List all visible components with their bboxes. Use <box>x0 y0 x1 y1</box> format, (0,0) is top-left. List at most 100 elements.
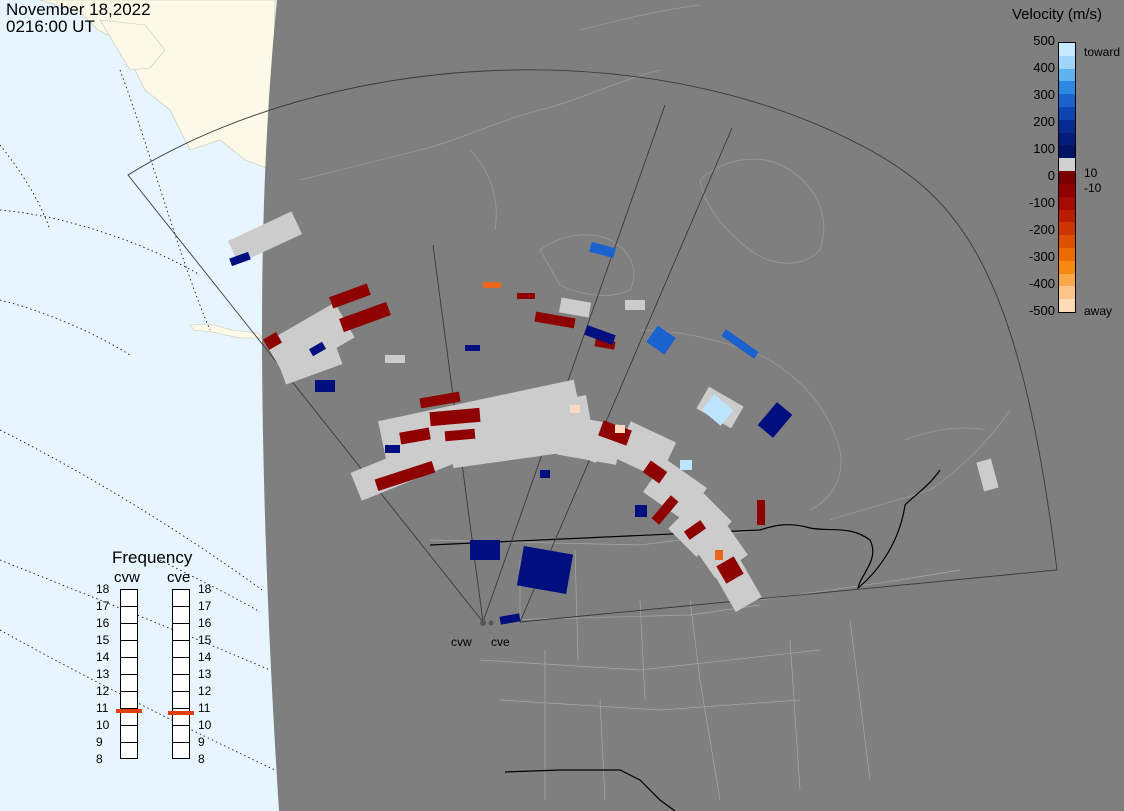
scatter-cell <box>716 556 744 584</box>
scatter-cell <box>615 425 625 433</box>
scatter-cell <box>229 251 251 267</box>
colorbar-segment <box>1059 132 1075 146</box>
scatter-cell <box>399 427 431 445</box>
frequency-label: 10 <box>198 718 212 732</box>
colorbar-segment <box>1059 81 1075 95</box>
frequency-gridline <box>121 708 137 709</box>
frequency-label: 9 <box>198 735 205 749</box>
colorbar-segment <box>1059 196 1075 210</box>
colorbar-tick-label: 400 <box>1033 60 1055 75</box>
colorbar-segment <box>1059 247 1075 262</box>
scatter-cell <box>534 311 576 329</box>
frequency-gridline <box>121 606 137 607</box>
colorbar-segment <box>1059 107 1075 121</box>
scatter-cell <box>721 329 759 359</box>
colorbar-tick-label: -400 <box>1028 276 1055 291</box>
frequency-label: 10 <box>96 718 110 732</box>
scatter-cell <box>680 460 692 470</box>
coastlines <box>299 4 1011 521</box>
scatter-cell <box>757 500 765 525</box>
frequency-gridline <box>121 725 137 726</box>
colorbar-inner-neg: -10 <box>1084 181 1102 195</box>
colorbar-segment <box>1059 171 1075 185</box>
colorbar-tick-label: 0 <box>1047 168 1055 183</box>
scatter-cell <box>757 402 793 438</box>
colorbar-tick-label: 300 <box>1033 87 1055 102</box>
frequency-gridline <box>173 725 189 726</box>
radar-label-cve: cve <box>491 635 510 649</box>
frequency-gridline <box>173 657 189 658</box>
scatter-cell <box>642 460 668 484</box>
colorbar-segment <box>1059 94 1075 108</box>
frequency-gridline <box>173 742 189 743</box>
scatter-cell <box>315 380 335 392</box>
scatter-cell <box>577 437 603 463</box>
scatter-cell <box>584 325 616 345</box>
frequency-label: 17 <box>96 599 110 613</box>
land-day-island <box>189 323 263 339</box>
frequency-gridline <box>121 623 137 624</box>
scatter-cell <box>589 241 616 259</box>
frequency-gridline <box>121 691 137 692</box>
colorbar-segment <box>1059 43 1075 57</box>
scatter-cell <box>329 283 371 309</box>
frequency-label: 18 <box>198 582 212 596</box>
frequency-gridline <box>173 691 189 692</box>
frequency-label: 8 <box>198 752 205 766</box>
colorbar-segment <box>1059 119 1075 134</box>
colorbar-tick-label: -500 <box>1028 303 1055 318</box>
colorbar-segment <box>1059 158 1075 172</box>
colorbar-away-label: away <box>1084 304 1113 318</box>
scatter-cell <box>444 428 476 442</box>
scatter-cell <box>701 394 734 426</box>
colorbar-segment <box>1059 183 1075 198</box>
scatter-cell <box>483 282 501 288</box>
scatter-cell <box>374 461 436 491</box>
frequency-gridline <box>121 640 137 641</box>
scatter-cell <box>263 332 282 350</box>
colorbar-segment <box>1059 260 1075 275</box>
scatter-cell <box>558 297 592 318</box>
velocity-scatter <box>227 211 999 625</box>
frequency-scale-cvw <box>120 589 138 759</box>
frequency-label: 12 <box>198 684 212 698</box>
scatter-cell <box>517 293 535 299</box>
scatter-cell <box>646 325 676 355</box>
frequency-label: 12 <box>96 684 110 698</box>
frequency-label: 15 <box>198 633 212 647</box>
colorbar-tick-label: 200 <box>1033 114 1055 129</box>
scatter-cell <box>976 458 999 492</box>
frequency-label: 14 <box>198 650 212 664</box>
colorbar-segment <box>1059 222 1075 236</box>
frequency-label: 11 <box>198 701 211 715</box>
frequency-label: 17 <box>198 599 212 613</box>
frequency-column-label-cvw: cvw <box>114 569 140 586</box>
frequency-label: 14 <box>96 650 110 664</box>
scatter-cell <box>470 540 500 560</box>
scatter-cell <box>419 391 461 409</box>
scatter-cell <box>429 407 481 427</box>
colorbar-inner-pos: 10 <box>1084 166 1098 180</box>
frequency-label: 13 <box>198 667 212 681</box>
scatter-cell <box>465 345 480 351</box>
colorbar-tick-label: -200 <box>1028 222 1055 237</box>
frequency-gridline <box>121 657 137 658</box>
scatter-cell <box>625 300 645 310</box>
scatter-cell <box>339 301 391 333</box>
radar-site-cvw <box>480 620 486 626</box>
date-label: November 18,2022 <box>6 0 151 19</box>
frequency-label: 15 <box>96 633 110 647</box>
velocity-colorbar <box>1058 42 1076 313</box>
colorbar-toward-label: toward <box>1084 45 1121 59</box>
frequency-column-label-cve: cve <box>167 569 191 586</box>
time-label: 0216:00 UT <box>6 17 95 36</box>
colorbar-tick-label: 100 <box>1033 141 1055 156</box>
frequency-gridline <box>173 674 189 675</box>
frequency-marker <box>168 711 194 716</box>
frequency-gridline <box>173 640 189 641</box>
frequency-title: Frequency <box>112 548 193 567</box>
colorbar-segment <box>1059 286 1075 300</box>
scatter-cell <box>715 550 723 560</box>
scatter-cell <box>385 445 400 453</box>
colorbar-tick-label: -100 <box>1028 195 1055 210</box>
